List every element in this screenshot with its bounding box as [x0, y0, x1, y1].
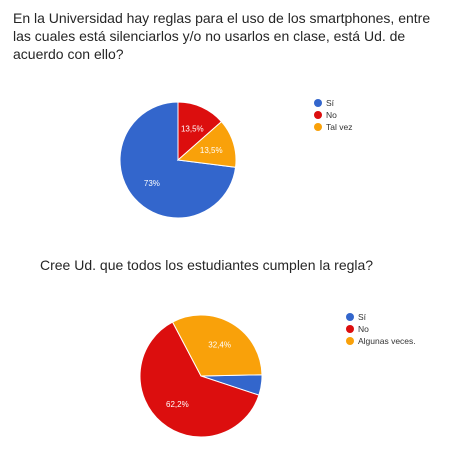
- legend-dot: [346, 337, 354, 345]
- legend-label: Sí: [326, 98, 335, 108]
- pie-chart-1: 73% 13,5% 13,5%: [119, 101, 237, 219]
- pie-chart-2: 62,2% 32,4%: [139, 314, 263, 438]
- question-2-title: Cree Ud. que todos los estudiantes cumpl…: [40, 257, 374, 273]
- legend-dot: [314, 111, 322, 119]
- legend-label: Algunas veces.: [358, 336, 416, 346]
- legend-label: No: [358, 324, 369, 334]
- legend: Sí No Algunas veces.: [346, 312, 416, 346]
- legend-label: No: [326, 110, 337, 120]
- legend-dot: [314, 123, 322, 131]
- pie-slice-no: [139, 321, 260, 438]
- legend-dot: [346, 313, 354, 321]
- legend-label: Sí: [358, 312, 367, 322]
- pie-slice-label: 13,5%: [200, 146, 223, 155]
- legend-label: Tal vez: [326, 122, 352, 132]
- legend: Sí No Tal vez: [314, 98, 352, 132]
- pie-slice-label: 13,5%: [181, 124, 204, 133]
- legend-dot: [314, 99, 322, 107]
- pie-slice-algunas-veces: [171, 314, 263, 377]
- pie-slice-label: 62,2%: [166, 400, 189, 409]
- pie-slice-label: 32,4%: [208, 340, 231, 349]
- pie-slice-tal-vez: [176, 120, 237, 168]
- pie-slice-label: 73%: [144, 179, 160, 188]
- legend-dot: [346, 325, 354, 333]
- question-1-title: En la Universidad hay reglas para el uso…: [13, 10, 431, 62]
